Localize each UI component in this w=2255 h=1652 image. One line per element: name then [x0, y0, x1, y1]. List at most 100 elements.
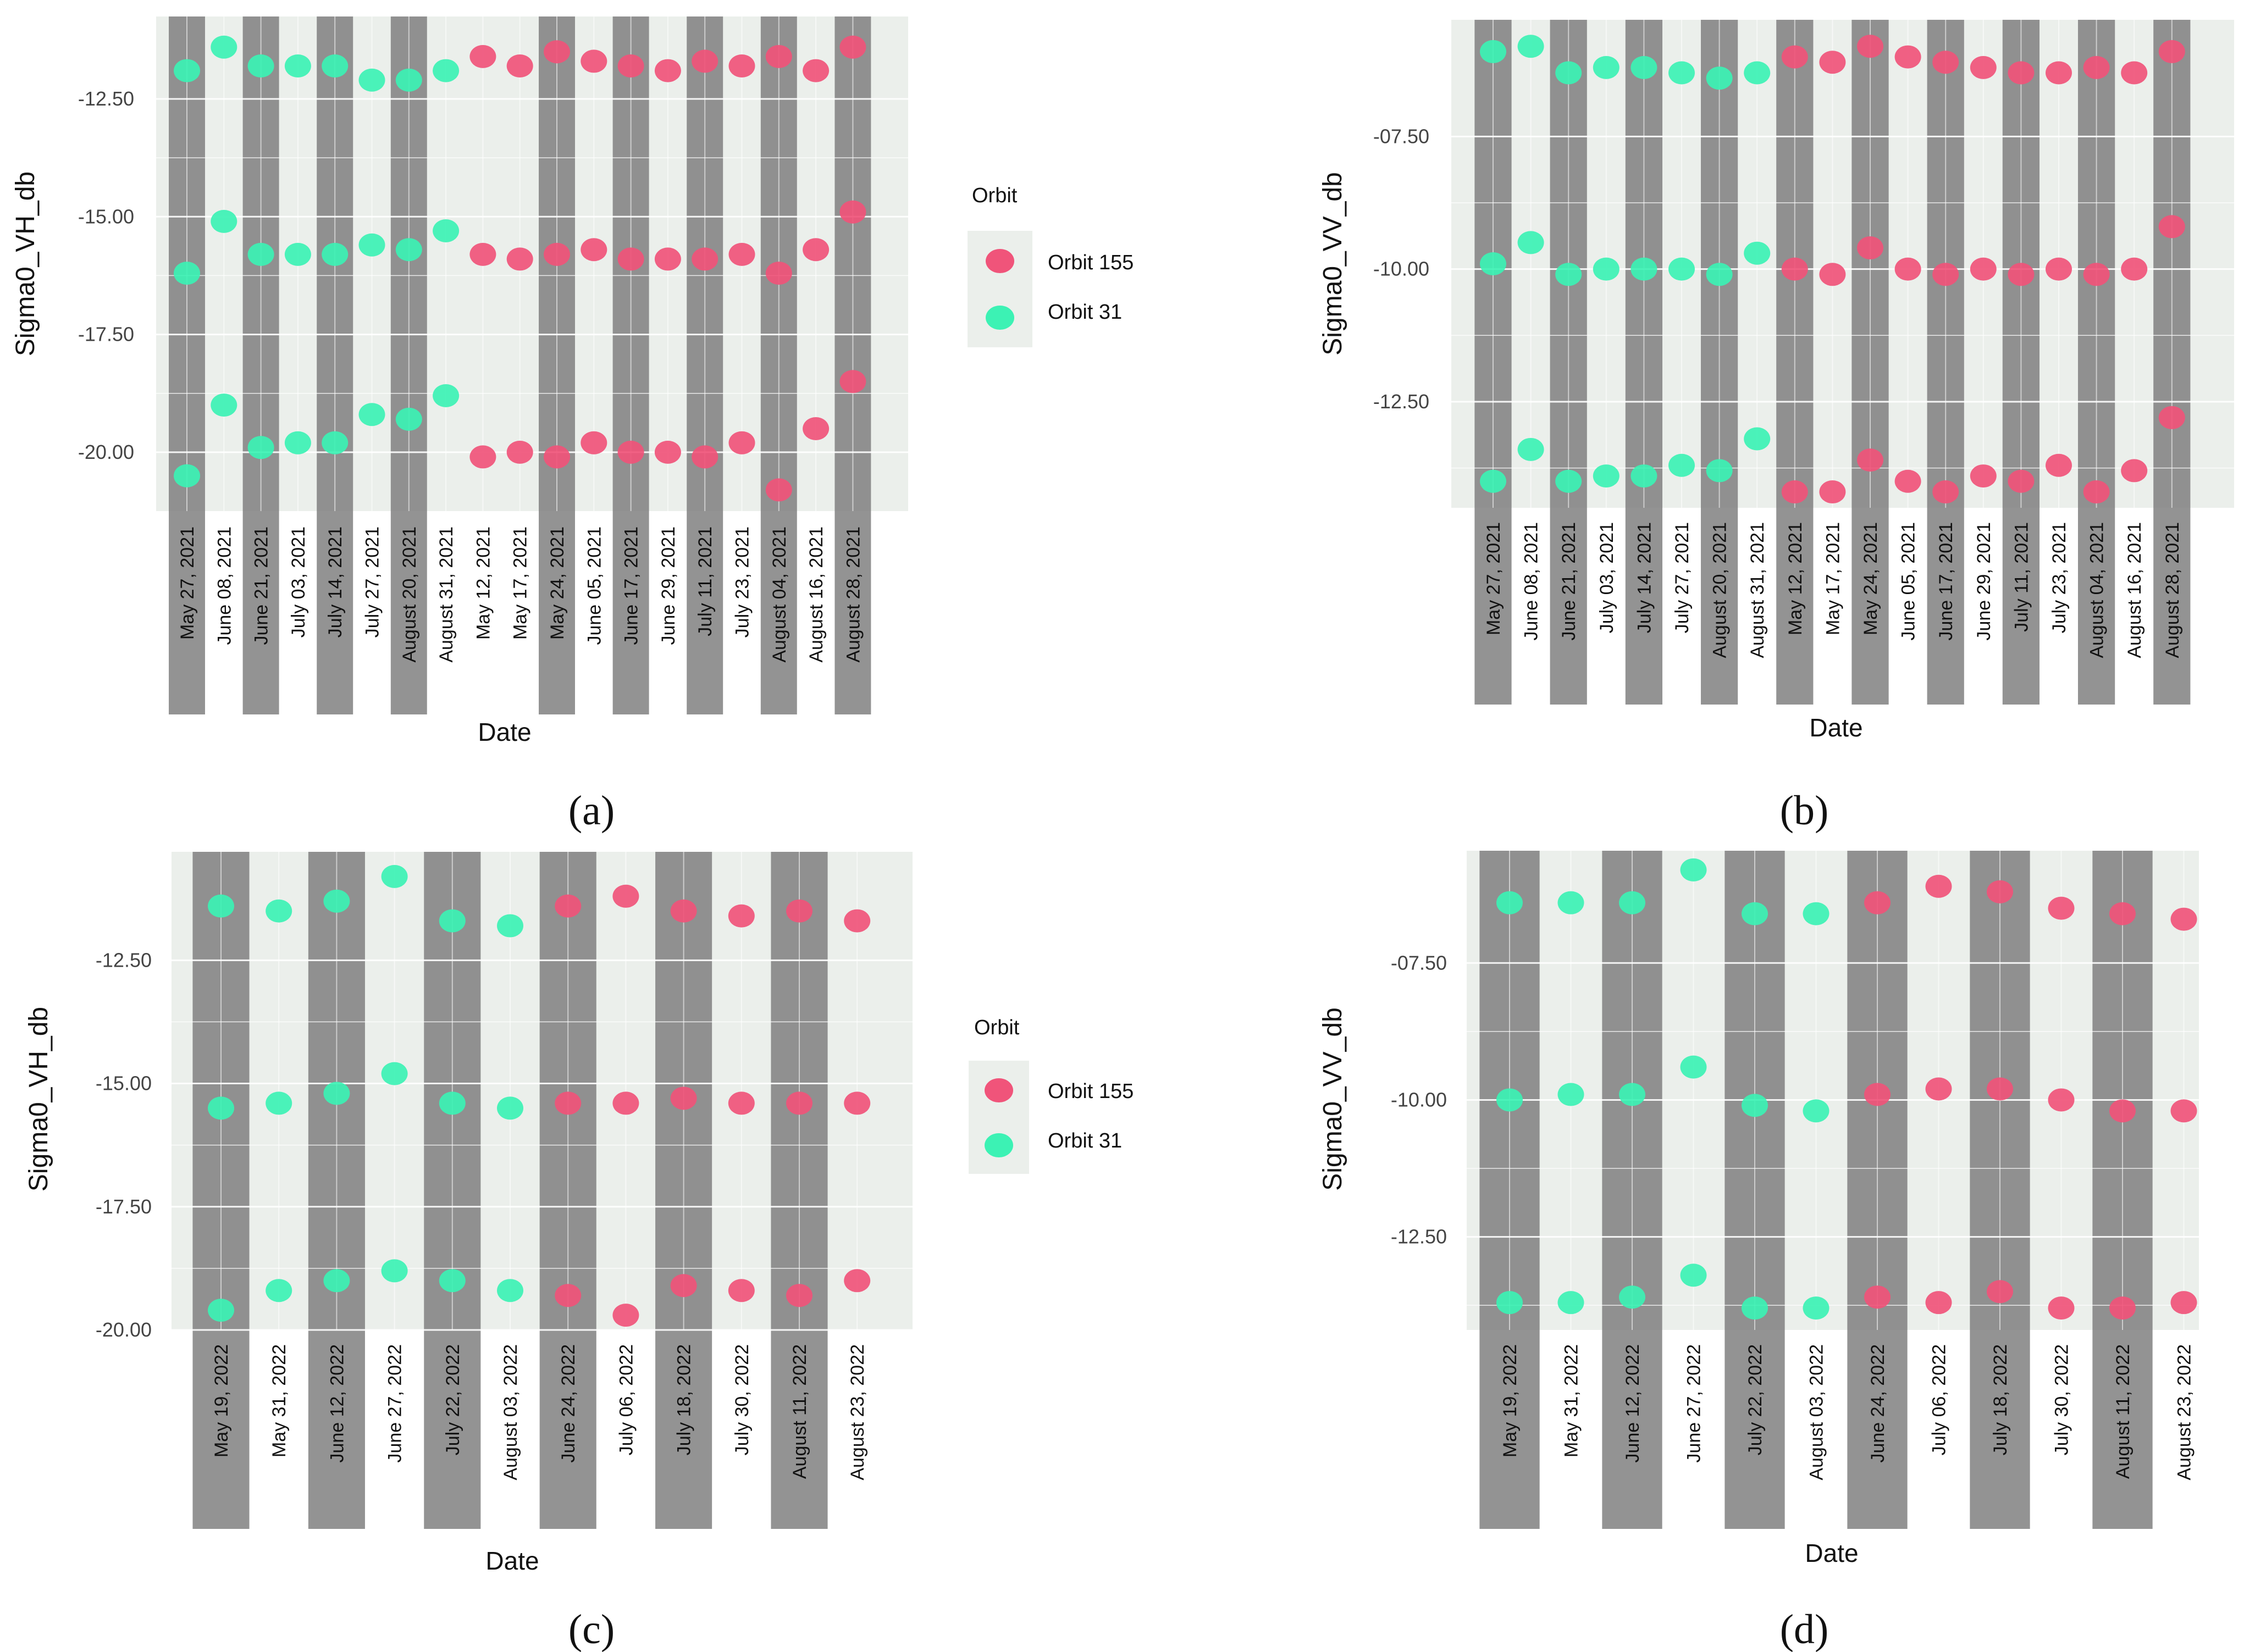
data-point-orbit-155	[2048, 1296, 2075, 1320]
data-point-orbit-155	[1894, 45, 1921, 69]
x-tick-label: June 29, 2021	[658, 526, 679, 645]
x-tick-label: July 23, 2021	[732, 526, 753, 637]
x-tick-label: August 03, 2022	[500, 1344, 521, 1481]
data-point-orbit-155	[1987, 880, 2013, 903]
data-point-orbit-31	[1480, 469, 1506, 493]
x-tick-label: July 30, 2022	[732, 1344, 753, 1455]
y-tick-label: -20.00	[78, 441, 134, 463]
x-tick-label: May 17, 2021	[510, 526, 531, 640]
data-point-orbit-155	[1864, 1083, 1891, 1106]
data-point-orbit-31	[1517, 231, 1544, 254]
data-point-orbit-155	[786, 1284, 813, 1307]
legend-marker-orbit-31	[985, 1133, 1013, 1157]
x-tick-label: August 23, 2022	[2174, 1344, 2195, 1481]
data-point-orbit-155	[844, 909, 871, 933]
data-point-orbit-155	[728, 54, 755, 77]
data-point-orbit-31	[174, 464, 200, 487]
data-point-orbit-155	[544, 242, 570, 266]
y-tick-label: -07.50	[1391, 951, 1447, 974]
data-point-orbit-155	[612, 884, 639, 908]
data-point-orbit-31	[1496, 1291, 1523, 1315]
data-point-orbit-31	[358, 68, 385, 92]
data-point-orbit-155	[1932, 480, 1959, 504]
data-point-orbit-31	[1619, 891, 1645, 914]
data-point-orbit-31	[1742, 1296, 1768, 1320]
data-point-orbit-155	[654, 247, 681, 271]
y-tick-labels: -12.50 -15.00 -17.50 -20.00	[78, 87, 134, 463]
data-point-orbit-155	[2158, 40, 2185, 63]
data-point-orbit-31	[1517, 35, 1544, 58]
data-point-orbit-31	[439, 1269, 466, 1293]
data-point-orbit-155	[2158, 406, 2185, 429]
legend-marker-orbit-155	[985, 1078, 1013, 1102]
y-tick-label: -15.00	[96, 1072, 152, 1095]
legend-title: Orbit	[972, 184, 1018, 207]
data-point-orbit-155	[2121, 459, 2148, 483]
data-point-orbit-155	[839, 35, 866, 59]
data-point-orbit-31	[1706, 66, 1733, 90]
x-tick-label: July 27, 2021	[362, 526, 383, 637]
data-point-orbit-155	[654, 59, 681, 82]
data-point-orbit-155	[1970, 56, 1997, 79]
data-point-orbit-155	[469, 45, 496, 68]
data-points	[174, 35, 866, 502]
data-point-orbit-31	[1744, 61, 1771, 85]
data-point-orbit-155	[469, 445, 496, 469]
x-axis-label: Date	[485, 1546, 539, 1575]
data-point-orbit-155	[2170, 1099, 2197, 1123]
x-tick-label: May 31, 2022	[269, 1344, 290, 1457]
data-point-orbit-155	[765, 262, 792, 285]
data-point-orbit-31	[1706, 263, 1733, 286]
data-point-orbit-155	[469, 242, 496, 266]
x-tick-label: August 04, 2021	[2087, 522, 2108, 658]
x-tick-label: May 27, 2021	[177, 526, 198, 640]
data-point-orbit-155	[581, 49, 607, 73]
data-point-orbit-155	[692, 445, 718, 469]
data-point-orbit-155	[1970, 464, 1997, 488]
legend-label-orbit-31: Orbit 31	[1048, 301, 1122, 324]
data-point-orbit-31	[358, 233, 385, 257]
data-point-orbit-155	[1987, 1077, 2013, 1101]
legend-key-background	[968, 231, 1032, 347]
data-point-orbit-31	[174, 59, 200, 82]
data-point-orbit-31	[266, 899, 292, 923]
x-axis-label: Date	[1805, 1539, 1858, 1567]
data-point-orbit-31	[211, 209, 237, 233]
x-tick-label: June 21, 2021	[1558, 522, 1579, 641]
data-point-orbit-31	[1706, 459, 1733, 483]
x-tick-label: August 03, 2022	[1806, 1344, 1827, 1481]
data-point-orbit-31	[381, 1062, 408, 1085]
data-point-orbit-31	[381, 1259, 408, 1283]
data-point-orbit-31	[1742, 902, 1768, 925]
data-point-orbit-31	[1496, 1088, 1523, 1112]
data-point-orbit-31	[1631, 257, 1657, 281]
x-tick-labels: May 19, 2022 May 31, 2022 June 12, 2022 Jun…	[211, 1344, 868, 1481]
data-point-orbit-155	[803, 417, 830, 440]
x-tick-label: June 05, 2021	[584, 526, 605, 645]
data-point-orbit-155	[612, 1304, 639, 1327]
y-tick-label: -17.50	[78, 323, 134, 346]
data-point-orbit-31	[433, 384, 460, 407]
data-point-orbit-155	[544, 40, 570, 64]
data-point-orbit-155	[581, 238, 607, 262]
data-point-orbit-31	[1517, 437, 1544, 461]
data-point-orbit-31	[1631, 464, 1657, 488]
legend: Orbit Orbit 155 Orbit 31	[968, 184, 1134, 347]
data-point-orbit-31	[1557, 891, 1584, 914]
data-point-orbit-31	[323, 1269, 350, 1293]
x-tick-label: June 27, 2022	[385, 1344, 406, 1463]
data-point-orbit-155	[670, 1086, 697, 1110]
x-tick-label: June 08, 2021	[214, 526, 235, 645]
x-tick-label: July 14, 2021	[325, 526, 346, 637]
data-point-orbit-31	[284, 242, 311, 266]
data-point-orbit-31	[208, 1096, 234, 1120]
x-tick-label: June 24, 2022	[558, 1344, 579, 1463]
data-point-orbit-155	[765, 45, 792, 68]
x-tick-label: July 18, 2022	[674, 1344, 695, 1455]
data-point-orbit-31	[1803, 1296, 1830, 1320]
x-tick-label: August 11, 2022	[789, 1344, 810, 1479]
data-point-orbit-31	[247, 242, 274, 266]
x-tick-label: June 21, 2021	[251, 526, 272, 645]
data-point-orbit-31	[1803, 1099, 1830, 1123]
data-point-orbit-31	[247, 436, 274, 459]
